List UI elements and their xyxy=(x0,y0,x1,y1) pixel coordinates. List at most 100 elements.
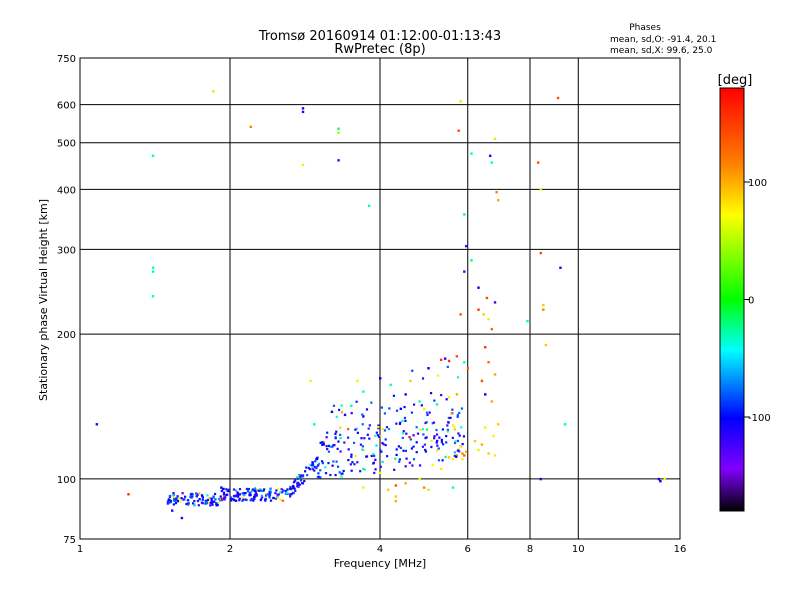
data-point xyxy=(459,313,462,316)
data-point xyxy=(305,466,308,469)
data-point xyxy=(398,458,402,461)
data-point xyxy=(172,503,175,506)
data-point xyxy=(379,471,382,475)
data-point xyxy=(441,428,445,431)
data-point xyxy=(440,393,443,397)
data-point xyxy=(379,434,382,438)
data-point xyxy=(268,493,272,496)
x-tick-label: 8 xyxy=(527,544,533,555)
data-point xyxy=(453,428,456,431)
data-point xyxy=(297,482,300,485)
data-point xyxy=(451,457,455,461)
data-point xyxy=(455,355,459,358)
data-point xyxy=(177,497,181,500)
data-point xyxy=(212,495,215,498)
data-point xyxy=(313,466,316,469)
data-point xyxy=(425,428,429,431)
grid-lines xyxy=(80,58,680,539)
data-point xyxy=(333,444,336,447)
data-point xyxy=(176,499,180,503)
data-point xyxy=(220,497,223,500)
data-point xyxy=(377,424,380,427)
data-point xyxy=(260,494,263,497)
stats-title: Phases xyxy=(629,23,661,33)
data-point xyxy=(457,129,460,132)
data-point xyxy=(259,488,262,491)
data-point xyxy=(325,445,328,448)
data-point xyxy=(335,460,338,463)
data-point xyxy=(451,486,455,489)
y-tick-label: 500 xyxy=(57,139,76,150)
data-point xyxy=(175,498,178,502)
data-point xyxy=(326,448,329,451)
data-point xyxy=(445,435,448,438)
data-point xyxy=(466,367,470,370)
data-point xyxy=(238,493,241,496)
data-point xyxy=(463,270,466,273)
data-point xyxy=(322,442,325,445)
data-point xyxy=(362,415,365,418)
data-point xyxy=(319,476,322,479)
colorbar-ticks: 100 0 -100 xyxy=(744,178,771,424)
data-point xyxy=(311,468,314,471)
x-axis-label: Frequency [MHz] xyxy=(334,557,426,570)
data-point xyxy=(193,499,196,503)
data-point xyxy=(206,494,209,497)
data-point xyxy=(290,493,293,496)
data-point xyxy=(214,498,217,501)
data-point xyxy=(193,503,196,506)
data-point xyxy=(405,432,408,435)
data-point xyxy=(340,475,343,478)
data-point xyxy=(484,346,487,349)
data-point xyxy=(222,497,225,501)
data-point xyxy=(338,408,341,411)
data-point xyxy=(415,451,418,454)
data-point xyxy=(195,495,198,498)
data-point xyxy=(241,499,244,502)
data-point xyxy=(355,400,358,403)
data-point xyxy=(455,455,458,458)
data-point xyxy=(274,492,277,495)
data-point xyxy=(167,501,170,504)
data-point xyxy=(180,516,184,520)
data-point xyxy=(166,500,170,503)
data-point xyxy=(280,488,283,491)
data-point xyxy=(480,443,484,446)
data-point xyxy=(445,398,448,401)
data-point xyxy=(435,433,439,436)
data-point xyxy=(251,488,254,491)
data-point xyxy=(285,492,288,495)
data-points xyxy=(95,90,666,520)
data-point xyxy=(456,415,459,418)
x-tick-label: 2 xyxy=(227,544,233,555)
data-point xyxy=(171,509,174,512)
data-point xyxy=(539,188,542,191)
data-point xyxy=(289,493,292,496)
data-point xyxy=(440,441,444,444)
data-point xyxy=(381,427,384,430)
data-point xyxy=(204,499,207,503)
data-point xyxy=(151,295,155,298)
data-point xyxy=(259,489,263,492)
y-tick-label: 400 xyxy=(57,185,76,196)
data-point xyxy=(253,493,256,497)
data-point xyxy=(356,461,359,464)
data-point xyxy=(425,411,429,414)
colorbar-label: [deg] xyxy=(718,73,753,88)
data-point xyxy=(289,485,292,489)
data-point xyxy=(457,432,460,435)
data-point xyxy=(421,428,424,431)
data-point xyxy=(314,460,317,463)
data-point xyxy=(232,494,236,498)
data-point xyxy=(431,422,434,425)
data-point xyxy=(284,489,287,493)
data-point xyxy=(526,319,529,323)
data-point xyxy=(248,494,251,497)
data-point xyxy=(349,463,352,466)
y-axis-ticks: 75 100 200 300 400 500 600 750 xyxy=(57,54,76,546)
data-point xyxy=(563,423,567,426)
data-point xyxy=(340,404,343,407)
data-point xyxy=(404,419,407,422)
data-point xyxy=(326,431,329,434)
data-point xyxy=(319,441,322,444)
